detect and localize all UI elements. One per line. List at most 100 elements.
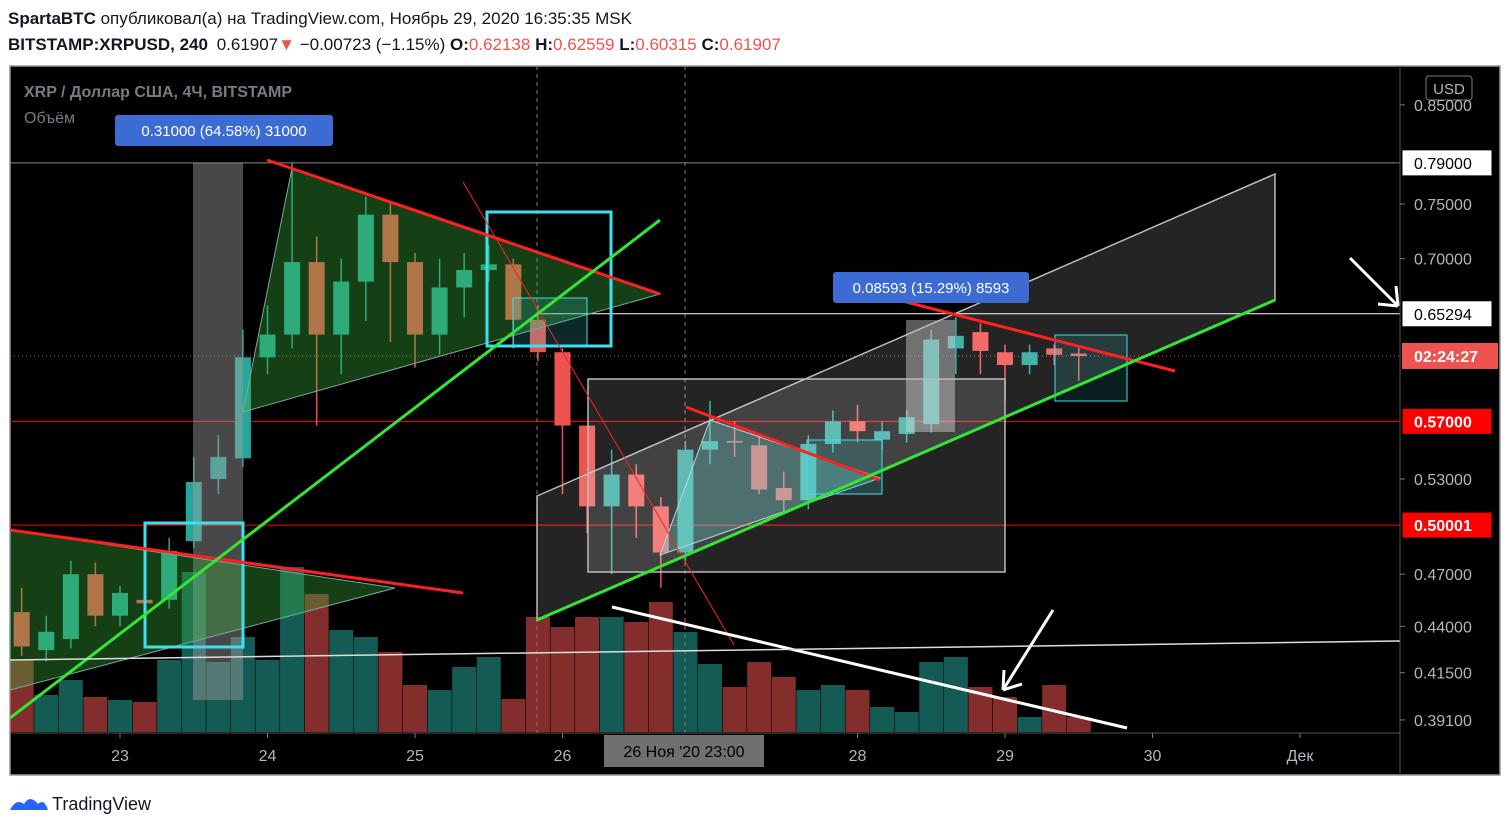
price-badge-label: 0.65294	[1414, 307, 1472, 324]
price-badge	[1401, 149, 1493, 177]
open: 0.62138	[469, 35, 530, 54]
volume-bar	[353, 637, 378, 732]
highlight-box	[143, 521, 245, 649]
volume-bar	[58, 680, 83, 732]
candle-body	[824, 421, 841, 444]
volume-bar	[329, 630, 354, 732]
measure-text: 0.31000 (64.58%) 31000	[141, 123, 306, 140]
price-tick-label: 0.44000	[1414, 619, 1472, 636]
h-label: H:	[535, 35, 553, 54]
volume-bar	[304, 594, 329, 732]
candle-body	[480, 264, 497, 271]
candle-body	[874, 431, 891, 440]
candle-body	[997, 352, 1013, 366]
countdown-badge	[1402, 342, 1498, 369]
trend-line	[462, 181, 735, 646]
author: SpartaBTC	[8, 9, 96, 28]
measure-bar	[193, 163, 243, 700]
candle-body	[726, 441, 743, 443]
price-badge-label: 0.79000	[1414, 156, 1472, 173]
volume-bar	[501, 699, 526, 732]
price-tick-label: 0.53000	[1414, 472, 1472, 489]
candle-body	[185, 481, 202, 542]
currency[interactable]: USD	[1433, 81, 1465, 98]
candle-body	[382, 214, 399, 263]
trend-line	[10, 528, 464, 595]
candle-body	[505, 264, 522, 320]
candle-body	[357, 214, 374, 282]
last: 0.61907	[217, 35, 278, 54]
header-line-2: BITSTAMP:XRPUSD, 240 0.61907▼ −0.00723 (…	[8, 35, 781, 54]
volume-bar	[820, 685, 845, 732]
volume-bar	[230, 637, 255, 732]
price-badge	[1401, 511, 1493, 539]
volume-bar	[624, 622, 649, 732]
candle-body	[62, 574, 79, 640]
crosshair-time-label: 26 Ноя '20 23:00	[623, 744, 744, 761]
candle-body	[407, 262, 423, 335]
time-tick-label: 28	[849, 748, 867, 765]
volume-bar	[403, 685, 427, 732]
time-tick-label: 30	[1144, 748, 1162, 765]
candle-body	[751, 445, 768, 490]
time-tick-label: 25	[406, 748, 424, 765]
volume-bar	[525, 617, 550, 732]
symbol: BITSTAMP:XRPUSD, 240	[8, 35, 208, 54]
price-tick-label: 0.75000	[1414, 197, 1472, 214]
price-badge	[1401, 407, 1493, 435]
volume-bar	[34, 695, 59, 732]
candle-body	[13, 612, 30, 647]
footer: TradingView	[52, 794, 152, 814]
volume-bar	[255, 660, 280, 732]
high: 0.62559	[553, 35, 614, 54]
time-tick-label: 24	[259, 748, 277, 765]
measure-bar	[906, 320, 955, 432]
candle-body	[775, 488, 792, 501]
price-tick-label: 0.41500	[1414, 666, 1472, 683]
arrow	[1001, 609, 1055, 692]
crosshair-time	[604, 735, 764, 767]
time-tick-label: Дек	[1287, 748, 1315, 765]
volume-bar	[919, 662, 944, 732]
candle-body	[898, 417, 915, 434]
measure-label	[115, 115, 333, 146]
logo	[10, 799, 48, 810]
volume-bar	[943, 657, 968, 732]
volume-bar	[599, 617, 624, 732]
volume-bar	[648, 602, 673, 732]
candle-body	[234, 357, 251, 459]
candle-body	[972, 332, 989, 351]
candle-body	[603, 474, 620, 507]
price-tick-label: 0.70000	[1414, 252, 1472, 269]
candle-body	[161, 550, 178, 600]
published: опубликовал(а) на TradingView.com, Ноябр…	[101, 9, 633, 28]
volume-bar	[427, 690, 452, 732]
candle-body	[800, 443, 817, 501]
trend-line	[611, 605, 1128, 730]
candle-body	[849, 421, 866, 432]
candle-body	[1021, 352, 1038, 366]
volume-bar	[108, 700, 132, 732]
currency-button[interactable]	[1425, 75, 1473, 101]
price-badge-label: 0.57000	[1414, 414, 1472, 431]
volume-bar	[181, 572, 206, 732]
range-box	[587, 378, 1006, 573]
candle-body	[947, 335, 964, 349]
price-tick-label: 0.39100	[1414, 713, 1472, 730]
volume-bar	[993, 697, 1017, 732]
countdown: 02:24:27	[1414, 349, 1478, 366]
price-badge	[1401, 300, 1493, 328]
measure-text: 0.08593 (15.29%) 8593	[853, 280, 1010, 297]
volume-bar	[476, 657, 501, 732]
trend-line	[536, 298, 1276, 622]
volume-bar	[722, 687, 747, 732]
candle-body	[702, 441, 718, 450]
chart-legend: XRP / Доллар США, 4Ч, BITSTAMP	[24, 84, 292, 101]
candle-body	[1070, 353, 1087, 357]
time-tick-label: 29	[996, 748, 1014, 765]
volume-bar	[796, 690, 821, 732]
volume-bar	[747, 662, 772, 732]
volume-bar	[132, 702, 157, 732]
volume-bar	[1017, 717, 1042, 732]
